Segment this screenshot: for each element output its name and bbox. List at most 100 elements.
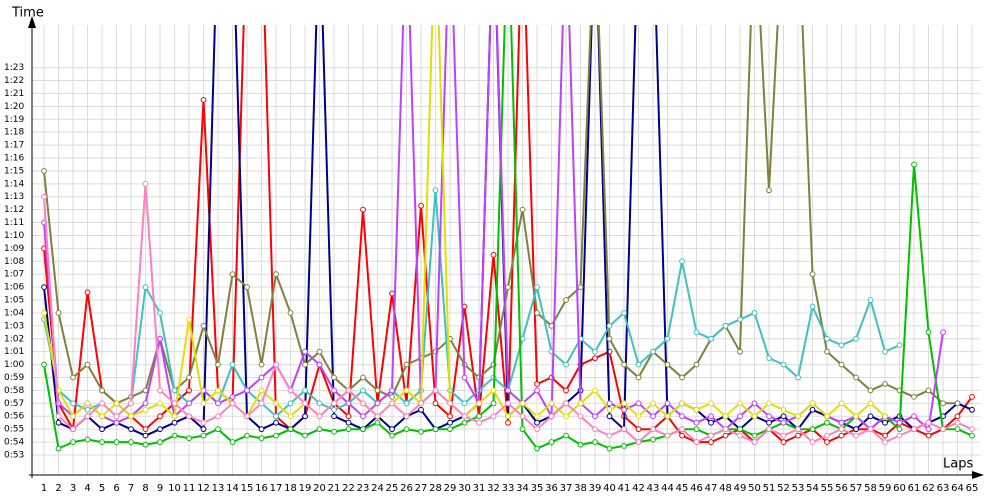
point xyxy=(621,406,627,413)
point xyxy=(896,342,903,349)
y-tick-label: 1:16 xyxy=(4,153,24,163)
point xyxy=(534,445,540,452)
point xyxy=(360,413,366,420)
x-tick-label: 21 xyxy=(328,483,341,494)
point xyxy=(302,387,308,394)
point xyxy=(157,426,163,433)
point xyxy=(273,271,279,278)
x-tick-label: 13 xyxy=(212,483,225,494)
point xyxy=(954,419,961,426)
x-tick-label: 36 xyxy=(545,483,558,494)
point xyxy=(737,426,743,433)
point xyxy=(258,426,265,433)
point xyxy=(722,426,729,433)
point xyxy=(737,432,743,439)
point xyxy=(70,413,76,420)
point xyxy=(215,361,221,368)
point xyxy=(780,361,787,368)
point xyxy=(389,387,395,394)
point xyxy=(186,374,192,381)
point xyxy=(838,432,845,439)
point xyxy=(316,413,323,420)
point xyxy=(679,413,685,420)
point xyxy=(780,419,787,426)
point xyxy=(41,361,47,368)
x-tick-label: 34 xyxy=(516,483,529,494)
x-tick-label: 18 xyxy=(284,483,297,494)
point xyxy=(824,432,830,439)
point xyxy=(302,400,308,407)
point xyxy=(258,374,265,381)
point xyxy=(432,400,439,407)
point xyxy=(229,400,236,407)
point xyxy=(621,361,627,368)
point xyxy=(751,310,758,316)
point xyxy=(505,284,511,291)
point xyxy=(940,426,946,433)
x-tick-label: 7 xyxy=(128,483,134,494)
point xyxy=(853,413,859,420)
y-tick-label: 1:01 xyxy=(4,347,24,357)
point xyxy=(374,387,381,394)
x-tick-label: 27 xyxy=(415,483,428,494)
point xyxy=(606,400,613,407)
point xyxy=(142,284,149,291)
point xyxy=(331,406,337,413)
point xyxy=(345,419,352,426)
point xyxy=(389,400,395,407)
point xyxy=(200,432,207,439)
point xyxy=(316,348,323,355)
point xyxy=(737,316,743,323)
point xyxy=(867,400,874,407)
point xyxy=(795,413,801,420)
point xyxy=(809,439,816,445)
point xyxy=(360,374,366,381)
y-tick-label: 1:18 xyxy=(4,128,24,138)
point xyxy=(650,426,656,433)
point xyxy=(606,406,613,413)
point xyxy=(258,387,265,394)
point xyxy=(664,361,671,368)
point xyxy=(563,400,569,407)
point xyxy=(693,426,700,433)
point xyxy=(737,400,743,407)
point xyxy=(171,387,178,394)
point xyxy=(128,439,134,445)
x-tick-label: 1 xyxy=(41,483,47,494)
point xyxy=(882,348,888,355)
point xyxy=(534,419,540,426)
point xyxy=(229,271,236,278)
point xyxy=(824,419,830,426)
point xyxy=(838,361,845,368)
x-tick-label: 47 xyxy=(705,483,718,494)
point xyxy=(838,400,845,407)
y-tick-label: 1:14 xyxy=(4,179,24,189)
point xyxy=(563,297,569,303)
x-tick-label: 57 xyxy=(850,483,863,494)
point xyxy=(186,400,192,407)
point xyxy=(389,393,395,400)
point xyxy=(896,426,903,433)
point xyxy=(693,406,700,413)
x-tick-label: 15 xyxy=(241,483,254,494)
point xyxy=(882,381,888,387)
point xyxy=(882,439,888,445)
point xyxy=(635,374,642,381)
point xyxy=(171,400,178,407)
point xyxy=(925,432,932,439)
x-tick-label: 61 xyxy=(908,483,921,494)
point xyxy=(635,439,642,445)
point xyxy=(606,322,613,329)
point xyxy=(708,419,714,426)
point xyxy=(824,413,830,420)
x-tick-label: 30 xyxy=(458,483,471,494)
y-tick-label: 0:57 xyxy=(4,399,24,409)
y-tick-label: 1:23 xyxy=(4,63,24,73)
point xyxy=(374,413,381,420)
point xyxy=(461,419,468,426)
point xyxy=(287,387,294,394)
point xyxy=(809,426,816,433)
x-tick-label: 59 xyxy=(879,483,892,494)
series-line xyxy=(43,25,973,450)
series-line xyxy=(43,25,944,432)
